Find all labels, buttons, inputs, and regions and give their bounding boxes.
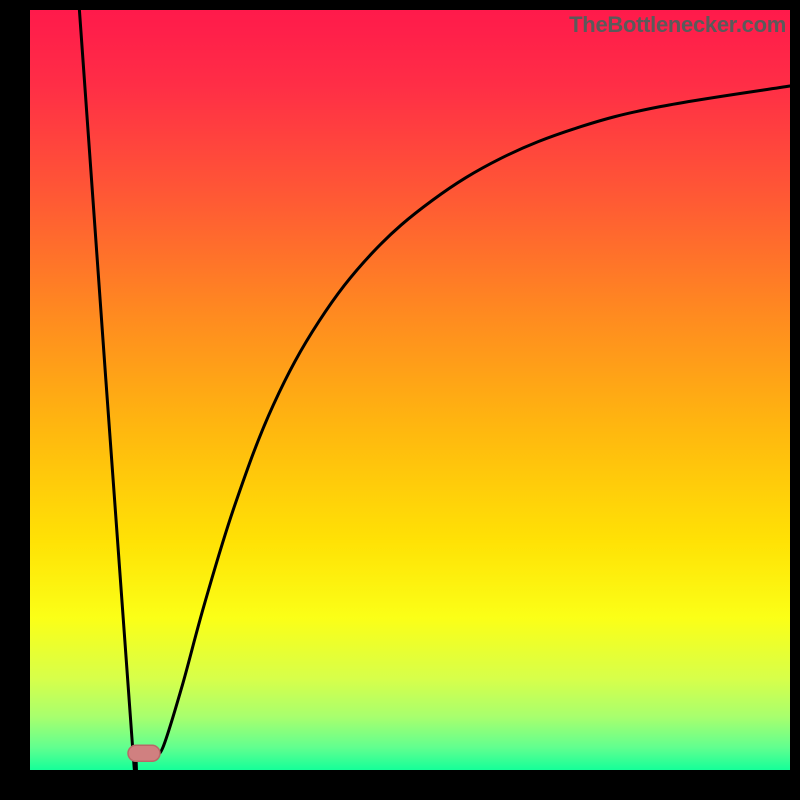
- bottleneck-curve: [79, 10, 790, 800]
- chart-container: TheBottlenecker.com: [0, 0, 800, 800]
- watermark-text: TheBottlenecker.com: [569, 12, 786, 38]
- curve-overlay: [0, 0, 800, 800]
- optimal-point-marker: [128, 745, 160, 761]
